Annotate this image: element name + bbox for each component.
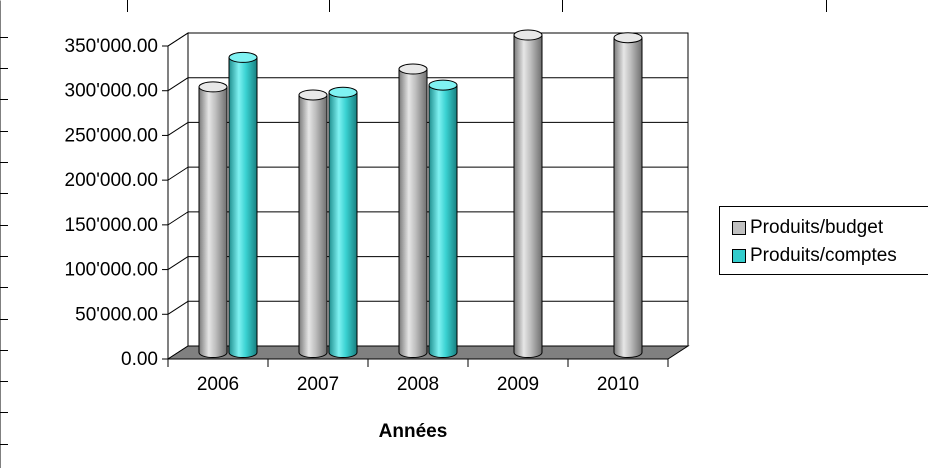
legend-item-comptes: Produits/comptes bbox=[732, 245, 897, 267]
bar-budget-2010 bbox=[613, 32, 643, 358]
legend-label-comptes: Produits/comptes bbox=[750, 245, 897, 266]
bar-budget-2008 bbox=[398, 63, 428, 358]
bar-budget-2007 bbox=[298, 89, 328, 358]
gridline-side bbox=[167, 166, 189, 181]
bar-comptes-2008 bbox=[428, 79, 458, 358]
bar-budget-2009 bbox=[513, 29, 543, 358]
y-axis: 0.00 50'000.00 100'000.00 150'000.00 200'000… bbox=[65, 36, 169, 370]
legend-item-budget: Produits/budget bbox=[732, 217, 883, 239]
bar-budget-2006 bbox=[198, 81, 228, 358]
x-tick-label: 2008 bbox=[397, 374, 439, 395]
spreadsheet-gridlines bbox=[0, 0, 827, 468]
gridline-side bbox=[167, 32, 189, 47]
gridline-side bbox=[167, 77, 189, 92]
bar-top bbox=[228, 51, 258, 63]
bar-top bbox=[298, 89, 328, 101]
side-wall bbox=[167, 32, 189, 360]
x-tick-label: 2010 bbox=[597, 374, 639, 395]
x-tick-label: 2007 bbox=[297, 374, 339, 395]
bar-top bbox=[513, 29, 543, 41]
bars-group bbox=[198, 29, 643, 358]
gridline-side bbox=[167, 256, 189, 270]
bar-top bbox=[398, 63, 428, 75]
y-tick-label: 300'000.00 bbox=[65, 81, 158, 102]
x-axis-title: Années bbox=[379, 421, 448, 442]
legend-swatch-budget bbox=[732, 221, 746, 235]
y-tick-label: 0.00 bbox=[121, 349, 158, 370]
x-tick-label: 2009 bbox=[497, 374, 539, 395]
bar-body bbox=[228, 56, 258, 358]
bar-body bbox=[328, 91, 358, 358]
y-tick-label: 250'000.00 bbox=[65, 125, 158, 146]
bar-body bbox=[513, 34, 543, 358]
bar-body bbox=[428, 84, 458, 358]
gridline-side bbox=[167, 122, 189, 136]
legend-label-budget: Produits/budget bbox=[750, 217, 884, 238]
bar-body bbox=[398, 68, 428, 358]
bar-comptes-2006 bbox=[228, 51, 258, 358]
y-tick-label: 100'000.00 bbox=[65, 260, 158, 281]
legend-swatch-comptes bbox=[732, 249, 746, 263]
x-axis: 2006 2007 2008 2009 2010 bbox=[167, 359, 669, 395]
legend: Produits/budget Produits/comptes bbox=[719, 206, 928, 275]
bar-body bbox=[613, 37, 643, 358]
bar-body bbox=[298, 94, 328, 358]
gridline-side bbox=[167, 300, 189, 315]
gridline-side bbox=[167, 211, 189, 226]
x-tick-label: 2006 bbox=[197, 374, 239, 395]
bar-top bbox=[198, 81, 228, 93]
y-tick-label: 150'000.00 bbox=[65, 215, 158, 236]
bar-comptes-2007 bbox=[328, 86, 358, 358]
bar-top bbox=[613, 32, 643, 44]
y-tick-label: 50'000.00 bbox=[75, 304, 158, 325]
bar-top bbox=[328, 86, 358, 98]
y-tick-label: 350'000.00 bbox=[65, 36, 158, 57]
bar-body bbox=[198, 86, 228, 358]
y-tick-label: 200'000.00 bbox=[65, 170, 158, 191]
bar-top bbox=[428, 79, 458, 91]
